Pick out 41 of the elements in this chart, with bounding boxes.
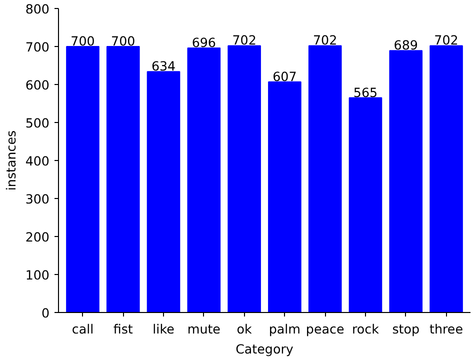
x-tick-label: rock: [352, 322, 380, 336]
data-label: 689: [394, 38, 418, 53]
x-tick-label: ok: [236, 322, 253, 336]
y-tick-label: 400: [25, 154, 50, 168]
bar: [308, 45, 342, 312]
data-label: 702: [313, 32, 338, 48]
x-tick-label: palm: [268, 322, 301, 336]
x-tick-label: three: [430, 322, 464, 336]
bar: [228, 45, 261, 312]
data-label: 696: [192, 35, 216, 50]
bar: [66, 46, 100, 312]
data-label: 702: [434, 32, 458, 48]
data-label: 702: [232, 32, 256, 48]
y-tick-label: 500: [25, 116, 50, 130]
y-tick-label: 0: [41, 306, 50, 320]
bar: [146, 71, 180, 312]
x-tick-label: mute: [187, 322, 221, 336]
bar: [106, 46, 140, 312]
y-tick-label: 800: [25, 2, 50, 16]
data-label: 700: [70, 34, 95, 48]
y-tick-label: 100: [25, 268, 50, 282]
bar: [348, 97, 382, 312]
bar: [187, 48, 221, 312]
data-label: 634: [151, 58, 176, 74]
y-tick-label: 600: [25, 78, 50, 92]
y-tick-label: 700: [25, 40, 50, 54]
x-tick-label: like: [152, 322, 175, 336]
x-axis-title: Category: [236, 342, 294, 356]
bar: [268, 81, 302, 312]
data-label: 700: [111, 34, 136, 48]
bar: [430, 45, 463, 312]
data-label: 565: [353, 84, 378, 100]
y-axis-title: instances: [3, 130, 18, 191]
y-tick-label: 300: [25, 192, 50, 206]
x-tick-label: call: [72, 322, 94, 336]
data-label: 607: [272, 68, 297, 84]
x-tick-label: stop: [392, 322, 420, 336]
y-tick-label: 200: [25, 230, 50, 244]
bar: [389, 50, 423, 312]
x-tick-label: peace: [306, 322, 344, 336]
x-tick-label: fist: [113, 322, 133, 336]
